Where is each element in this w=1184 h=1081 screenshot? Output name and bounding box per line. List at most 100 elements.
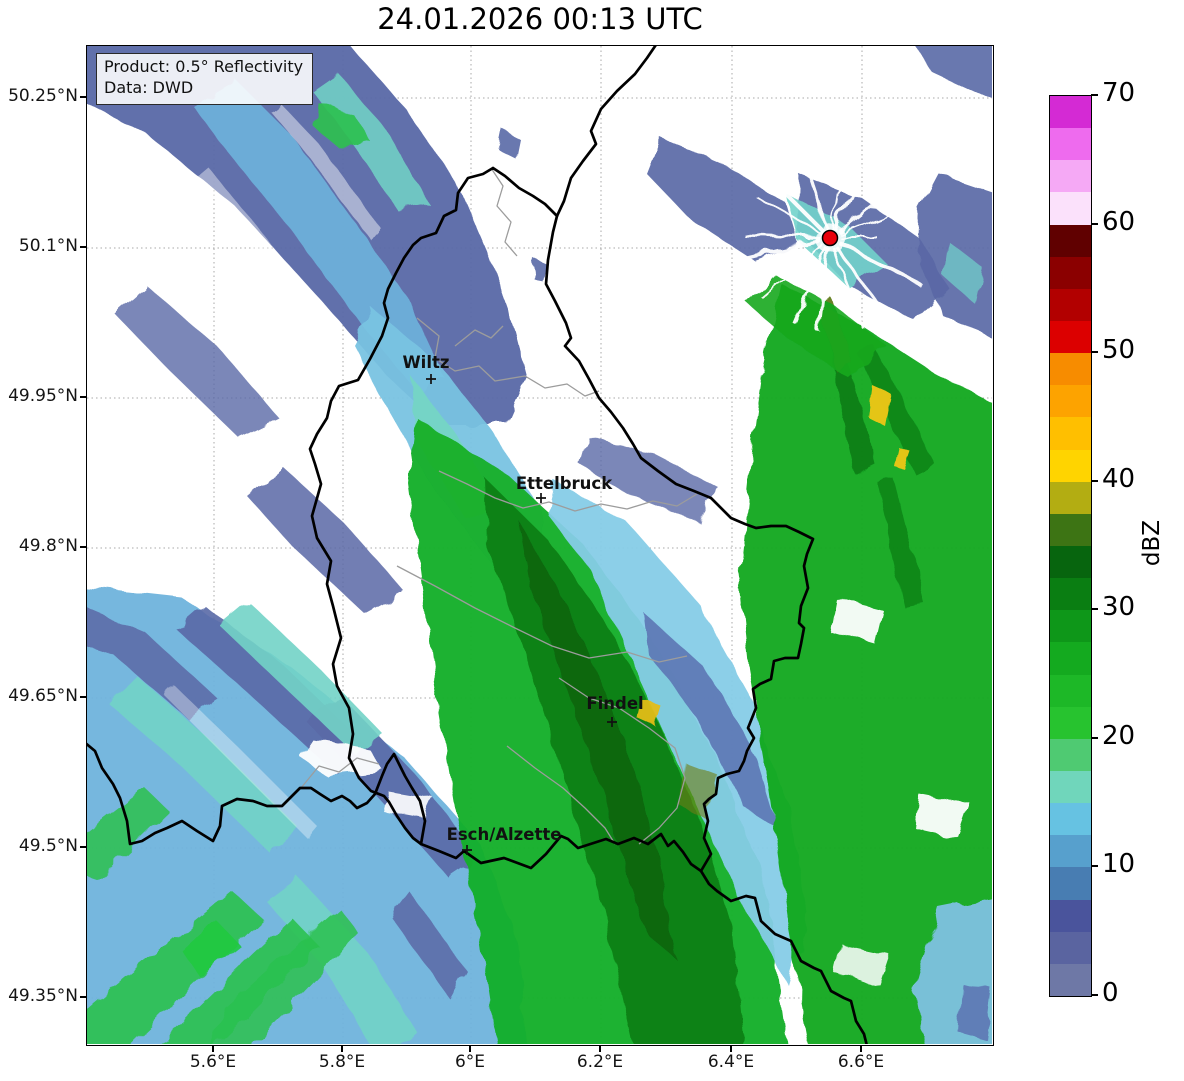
- precip-region-east-cyan-band: [547, 481, 809, 986]
- precip-region-speck-a: [499, 130, 519, 158]
- colorbar-segment: [1050, 770, 1091, 804]
- region-border: [558, 677, 686, 845]
- radar-site-dot: [821, 229, 839, 247]
- colorbar: [1049, 95, 1092, 997]
- dbz-axis-label: dBZ: [1139, 519, 1165, 567]
- colorbar-tick-label: 10: [1102, 849, 1136, 880]
- region-border: [490, 167, 518, 257]
- city-marker: [607, 717, 617, 727]
- precip-region-nw-white-streak2: [195, 166, 317, 316]
- precip-region-sw-cyan-2: [220, 602, 383, 754]
- city-label: Esch/Alzette: [447, 825, 562, 844]
- product-info-line2: Data: DWD: [104, 77, 194, 97]
- radar-spoke: [832, 247, 865, 330]
- colorbar-segment: [1050, 803, 1091, 836]
- radar-spoke: [832, 167, 865, 230]
- lat-tick-mark: [80, 546, 86, 548]
- colorbar-segment: [1050, 545, 1091, 579]
- country-border: [87, 742, 427, 846]
- lon-tick-label: 6.6°E: [837, 1052, 885, 1072]
- lat-tick-label: 49.95°N: [8, 386, 78, 406]
- colorbar-segment: [1050, 963, 1091, 996]
- lat-tick-label: 49.35°N: [8, 986, 78, 1006]
- colorbar-segment: [1050, 417, 1091, 450]
- radar-spoke: [769, 177, 825, 233]
- map-plot: Wiltz Ettelbruck Findel Esch/Alzette Produc…: [86, 45, 994, 1046]
- colorbar-segment: [1050, 642, 1091, 675]
- country-border: [555, 46, 657, 218]
- colorbar-tick-label: 40: [1102, 463, 1136, 494]
- radar-site: [821, 229, 839, 247]
- precip-region-ne-field: [739, 284, 992, 1044]
- colorbar-tick-label: 60: [1102, 206, 1136, 237]
- lat-tick-mark: [80, 96, 86, 98]
- colorbar-segment: [1050, 610, 1091, 643]
- radar-spoke: [816, 247, 831, 333]
- radar-spoke: [743, 233, 821, 240]
- colorbar-tick-label: 20: [1102, 720, 1136, 751]
- lon-tick-mark: [860, 1046, 862, 1052]
- city-label: Wiltz: [402, 353, 449, 372]
- colorbar-tick-mark: [1091, 736, 1098, 739]
- lat-tick-mark: [80, 996, 86, 998]
- lat-tick-label: 50.25°N: [8, 86, 78, 106]
- lat-tick-mark: [80, 396, 86, 398]
- figure-title: 24.01.2026 00:13 UTC: [377, 2, 703, 36]
- city-marker: [536, 493, 546, 503]
- precip-region-sw-green-2: [160, 918, 319, 1044]
- radar-spoke: [803, 160, 829, 229]
- precip-region-main-green-core: [519, 521, 675, 958]
- colorbar-segment: [1050, 256, 1091, 289]
- country-border: [699, 869, 868, 1044]
- lat-tick-mark: [80, 696, 86, 698]
- city-marker: [426, 374, 436, 384]
- lat-tick-mark: [80, 246, 86, 248]
- lat-tick-label: 50.1°N: [18, 236, 78, 256]
- precip-region-sw-green-bright: [182, 921, 239, 976]
- colorbar-segment: [1050, 513, 1091, 546]
- precip-region-se-corner-slate: [958, 982, 992, 1040]
- colorbar-tick-label: 70: [1102, 78, 1136, 108]
- precip-region-uppermid-slate: [579, 436, 719, 522]
- lon-tick-mark: [341, 1046, 343, 1052]
- colorbar-segment: [1050, 481, 1091, 514]
- region-border: [506, 745, 616, 845]
- precip-region-sw-slate-4: [390, 891, 467, 1000]
- colorbar-segment: [1050, 449, 1091, 482]
- precip-region-sw-cyan-3: [267, 878, 417, 1044]
- lat-tick-label: 49.5°N: [18, 836, 78, 856]
- precip-region-white-hole-3: [835, 944, 889, 984]
- country-border: [308, 166, 815, 873]
- precipitation-field: [87, 46, 992, 1044]
- colorbar-segment: [1050, 738, 1091, 771]
- lat-tick-label: 49.65°N: [8, 686, 78, 706]
- radar-spoke: [760, 243, 824, 298]
- colorbar-segment: [1050, 353, 1091, 386]
- precip-region-midleft-slate: [247, 466, 405, 614]
- lat-tick-label: 49.8°N: [18, 536, 78, 556]
- radar-spoke: [830, 159, 844, 229]
- region-border: [396, 565, 688, 663]
- precip-region-ne-darkstreak-2: [859, 346, 935, 474]
- precip-region-white-hole-2: [915, 794, 971, 838]
- region-border: [300, 757, 380, 789]
- radar-spoke: [834, 245, 890, 320]
- lon-tick-mark: [212, 1046, 214, 1052]
- colorbar-segment: [1050, 288, 1091, 321]
- radar-spoke: [742, 238, 821, 261]
- colorbar-tick-label: 50: [1102, 335, 1136, 366]
- precip-region-ne-green-patch: [747, 274, 887, 378]
- radar-map-canvas: Wiltz Ettelbruck Findel Esch/Alzette: [87, 46, 992, 1044]
- colorbar-segment: [1050, 128, 1091, 161]
- radar-spoke: [793, 246, 828, 325]
- colorbar-segment: [1050, 674, 1091, 707]
- colorbar-segment: [1050, 867, 1091, 900]
- radar-spoke: [838, 209, 898, 236]
- precip-region-ne-yellow-1: [869, 386, 891, 426]
- radar-spoke: [837, 240, 921, 286]
- lon-tick-label: 5.8°E: [318, 1052, 366, 1072]
- precip-region-nw-band-light: [193, 81, 443, 392]
- city-marker: [462, 845, 472, 855]
- region-border: [438, 470, 698, 512]
